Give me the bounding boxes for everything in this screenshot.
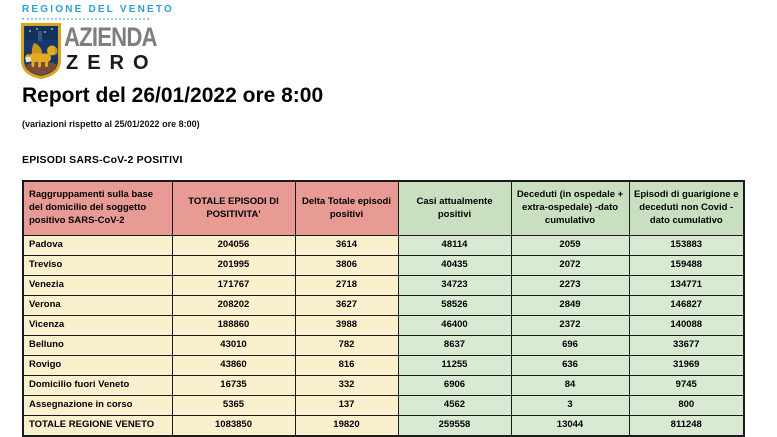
row-value: 208202 [171,295,296,316]
row-value: 159488 [628,255,745,276]
row-label: Rovigo [22,355,173,376]
row-value: 43010 [171,335,296,356]
row-value: 40435 [397,255,512,276]
row-value: 5365 [171,395,296,416]
table-row: Verona 208202 3627 58526 2849 146827 [22,295,745,316]
row-label: TOTALE REGIONE VENETO [22,415,173,437]
row-label: Assegnazione in corso [22,395,173,416]
row-value: 46400 [397,315,512,336]
row-value: 31969 [628,355,745,376]
table-row: Assegnazione in corso 5365 137 4562 3 800 [22,395,745,416]
table-row: Treviso 201995 3806 40435 2072 159488 [22,255,745,276]
row-value: 2718 [294,275,399,296]
row-value: 6906 [397,375,512,396]
row-value: 2059 [510,235,630,256]
row-value: 48114 [397,235,512,256]
table-row-total: TOTALE REGIONE VENETO 1083850 19820 259558 1… [22,415,745,437]
row-value: 201995 [171,255,296,276]
row-value: 3806 [294,255,399,276]
azienda-zero-crest-icon [21,23,61,79]
row-label: Treviso [22,255,173,276]
column-header-guarigione: Episodi di guarigione e deceduti non Cov… [628,180,745,236]
row-value: 11255 [397,355,512,376]
table-row: Venezia 171767 2718 34723 2273 134771 [22,275,745,296]
row-value: 2372 [510,315,630,336]
row-value: 1083850 [171,415,296,437]
header-row: Raggruppamenti sulla base del domicilio … [22,180,745,236]
row-value: 800 [628,395,745,416]
azienda-wordmark: AZIENDA [64,22,157,52]
row-label: Domicilio fuori Veneto [22,375,173,396]
row-value: 3 [510,395,630,416]
row-value: 259558 [397,415,512,437]
table-row: Padova 204056 3614 48114 2059 153883 [22,235,745,256]
row-value: 16735 [171,375,296,396]
column-header-raggruppamenti: Raggruppamenti sulla base del domicilio … [22,180,173,236]
row-value: 33677 [628,335,745,356]
row-value: 2273 [510,275,630,296]
row-value: 4562 [397,395,512,416]
report-subtitle: (variazioni rispetto al 25/01/2022 ore 8… [22,119,200,129]
row-value: 19820 [294,415,399,437]
row-value: 3614 [294,235,399,256]
region-label: REGIONE DEL VENETO [22,4,175,15]
table-row: Domicilio fuori Veneto 16735 332 6906 84 9745 [22,375,745,396]
row-label: Vicenza [22,315,173,336]
column-header-totale-episodi: TOTALE EPISODI DI POSITIVITA' [171,180,296,236]
row-value: 84 [510,375,630,396]
row-value: 3627 [294,295,399,316]
row-value: 58526 [397,295,512,316]
row-value: 137 [294,395,399,416]
row-value: 782 [294,335,399,356]
row-value: 696 [510,335,630,356]
zero-wordmark: ZERO [66,52,158,74]
row-value: 2849 [510,295,630,316]
column-header-deceduti: Deceduti (in ospedale + extra-ospedale) … [510,180,630,236]
row-value: 171767 [171,275,296,296]
dotted-divider [22,18,149,20]
row-value: 153883 [628,235,745,256]
row-value: 204056 [171,235,296,256]
row-value: 636 [510,355,630,376]
row-label: Padova [22,235,173,256]
row-value: 34723 [397,275,512,296]
row-value: 188860 [171,315,296,336]
report-title: Report del 26/01/2022 ore 8:00 [22,84,324,107]
row-value: 140088 [628,315,745,336]
row-value: 146827 [628,295,745,316]
row-value: 332 [294,375,399,396]
row-label: Belluno [22,335,173,356]
episodes-table-header: Raggruppamenti sulla base del domicilio … [22,180,745,236]
table-row: Vicenza 188860 3988 46400 2372 140088 [22,315,745,336]
column-header-casi-attuali: Casi attualmente positivi [397,180,512,236]
row-value: 8637 [397,335,512,356]
row-label: Verona [22,295,173,316]
column-header-delta-totale: Delta Totale episodi positivi [294,180,399,236]
table-row: Rovigo 43860 816 11255 636 31969 [22,355,745,376]
episodes-table-body: Padova 204056 3614 48114 2059 153883 Treviso 20… [22,235,745,437]
table-row: Belluno 43010 782 8637 696 33677 [22,335,745,356]
row-value: 3988 [294,315,399,336]
section-title: EPISODI SARS-CoV-2 POSITIVI [22,154,183,166]
row-value: 43860 [171,355,296,376]
row-value: 816 [294,355,399,376]
row-value: 2072 [510,255,630,276]
row-label: Venezia [22,275,173,296]
row-value: 134771 [628,275,745,296]
row-value: 811248 [628,415,745,437]
row-value: 9745 [628,375,745,396]
episodes-table: Raggruppamenti sulla base del domicilio … [22,180,745,437]
row-value: 13044 [510,415,630,437]
